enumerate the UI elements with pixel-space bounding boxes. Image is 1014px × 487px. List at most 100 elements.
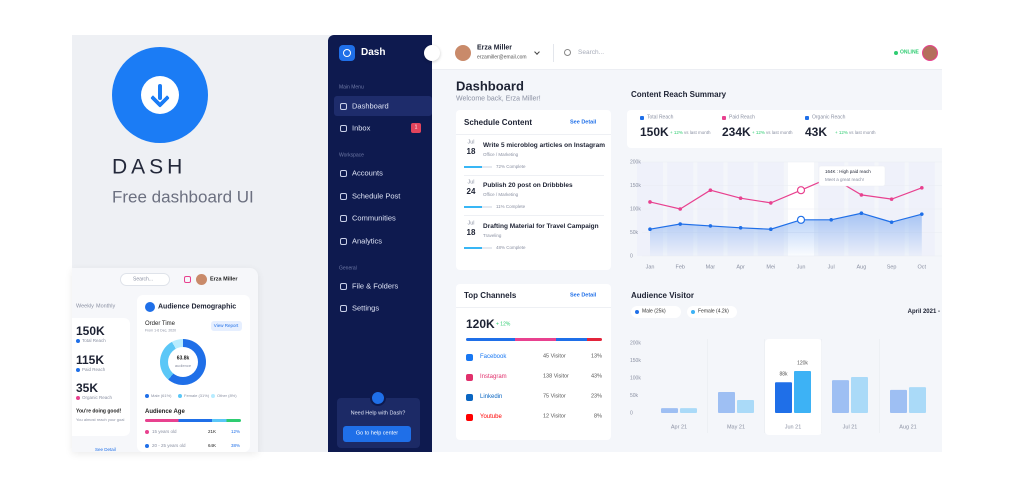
- preview-avatar: [196, 274, 207, 285]
- sidebar-logo-mark: [343, 49, 351, 57]
- search-placeholder[interactable]: Search...: [578, 48, 605, 56]
- reach-stat-note: vs last month: [684, 129, 711, 135]
- schedule-divider: [456, 134, 611, 135]
- visitor-range[interactable]: April 2021 -: [907, 309, 940, 315]
- preview-age-label: 20 - 25 years old: [152, 442, 186, 448]
- topbar-divider: [553, 44, 554, 62]
- channel-icon: [466, 373, 473, 381]
- channel-icon: [466, 393, 473, 401]
- legend-label: Male (25k): [642, 308, 666, 315]
- preview-stat-value: 150K: [76, 324, 105, 338]
- preview-search: [120, 273, 170, 286]
- sidebar-section-title: Main Menu: [339, 84, 364, 91]
- preview-age-share: 12%: [230, 428, 240, 434]
- sidebar-item[interactable]: Accounts: [352, 168, 383, 178]
- legend-label: Female (4.2k): [698, 308, 729, 315]
- preview-view-report[interactable]: View Report: [213, 322, 239, 328]
- sidebar-item[interactable]: Inbox: [352, 123, 371, 133]
- preview-legend-label: Female (31%): [184, 393, 210, 398]
- sidebar-item[interactable]: Schedule Post: [352, 191, 401, 201]
- channels-divider: [456, 307, 611, 308]
- channel-visitors: 45 Visitor: [543, 353, 566, 360]
- preview-legend-label: Other (8%): [217, 393, 237, 398]
- help-button-label[interactable]: Go to help center: [355, 430, 399, 437]
- schedule-progress: 11% Complete: [496, 203, 526, 209]
- channels-title: Top Channels: [464, 291, 517, 300]
- preview-message: You're doing good!: [76, 408, 122, 415]
- reach-stat-change: + 12%: [670, 129, 683, 135]
- preview-donut-value: 63.8k: [176, 355, 190, 362]
- sidebar-icon: [340, 169, 347, 177]
- help-icon: [370, 390, 386, 406]
- schedule-separator: [464, 215, 604, 216]
- inbox-badge-count: 1: [414, 124, 418, 131]
- page-title: Dashboard: [456, 78, 524, 94]
- schedule-item-title: Write 5 microblog articles on Instagram: [483, 141, 605, 149]
- preview-age-title: Audience Age: [145, 409, 185, 415]
- schedule-day: 18: [466, 147, 476, 156]
- preview-tab[interactable]: Monthly: [96, 303, 116, 310]
- schedule-title: Schedule Content: [464, 118, 533, 127]
- channels-total: 120K: [466, 317, 495, 331]
- preview-age-dot: [145, 430, 149, 434]
- sidebar-item[interactable]: Dashboard: [352, 101, 389, 111]
- preview-view-report-button[interactable]: [211, 321, 242, 331]
- channels-share-bar: [466, 338, 602, 341]
- sidebar-icon: [340, 192, 347, 200]
- reach-stat-dot: [640, 116, 644, 120]
- schedule-item-title: Drafting Material for Travel Campaign: [483, 222, 599, 230]
- topbar: [432, 35, 942, 70]
- preview-tab[interactable]: Weekly: [76, 303, 94, 310]
- legend-pill: [687, 306, 737, 318]
- preview-order-sub: From 1-6 Dec, 2020: [145, 328, 177, 333]
- channels-card: [456, 284, 611, 440]
- status-dot: [894, 51, 898, 55]
- schedule-month: Jul: [467, 179, 475, 186]
- preview-stat-label: Paid Reach: [82, 366, 106, 372]
- preview-see-detail[interactable]: See Detail: [95, 446, 116, 452]
- brand-name: DASH: [112, 155, 187, 179]
- visitor-title: Audience Visitor: [631, 291, 694, 300]
- preview-card-icon: [145, 302, 155, 312]
- sidebar-item[interactable]: Communities: [352, 213, 396, 223]
- schedule-day: 18: [466, 228, 476, 237]
- preview-legend-dot: [178, 394, 182, 398]
- legend-swatch: [691, 310, 695, 314]
- preview-order-time: Order Time: [145, 321, 176, 327]
- schedule-month: Jul: [467, 220, 475, 227]
- schedule-see-detail[interactable]: See Detail: [570, 119, 597, 126]
- preview-legend-dot: [211, 394, 215, 398]
- reach-stat-value: 234K: [722, 125, 751, 139]
- help-title: Need Help with Dash?: [350, 410, 406, 417]
- collapse-button[interactable]: [424, 45, 440, 61]
- preview-user: Erza Miller: [210, 276, 238, 283]
- sidebar-icon: [340, 124, 347, 132]
- channel-visitors: 138 Visitor: [543, 373, 569, 380]
- reach-stat-note: vs last month: [766, 129, 793, 135]
- reach-stat-label: Paid Reach: [729, 114, 755, 121]
- sidebar-icon: [340, 102, 347, 110]
- sidebar-item[interactable]: Analytics: [352, 236, 383, 246]
- help-button[interactable]: [343, 426, 411, 442]
- channel-name: Facebook: [480, 354, 507, 360]
- preview-age-count: 64K: [208, 442, 217, 448]
- topbar-avatar: [922, 45, 938, 61]
- sidebar-item[interactable]: Settings: [352, 303, 380, 313]
- sidebar-section-title: General: [339, 265, 357, 272]
- progress-fill: [464, 247, 482, 249]
- channel-share: 13%: [590, 353, 602, 360]
- sidebar-section-title: Workspace: [339, 152, 364, 159]
- page-subtitle: Welcome back, Erza Miller!: [456, 95, 541, 103]
- sidebar-item[interactable]: File & Folders: [352, 281, 399, 291]
- channels-see-detail[interactable]: See Detail: [570, 292, 597, 299]
- reach-stat-dot: [805, 116, 809, 120]
- schedule-day: 24: [466, 187, 476, 196]
- preview-donut-label: audience: [174, 363, 192, 368]
- reach-stat-label: Organic Reach: [812, 114, 846, 121]
- preview-card-title: Audience Demographic: [158, 303, 237, 311]
- channel-share: 43%: [590, 373, 602, 380]
- preview-stat-value: 115K: [76, 353, 105, 367]
- reach-stat-note: vs last month: [849, 129, 876, 135]
- channel-name: Instagram: [480, 374, 507, 380]
